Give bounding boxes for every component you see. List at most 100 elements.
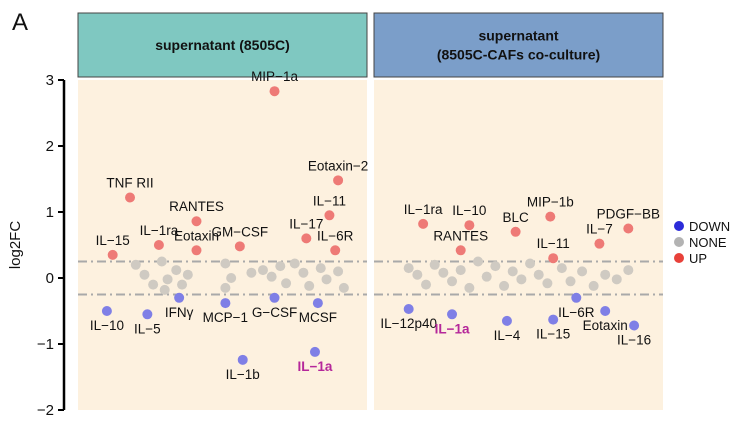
- down-point: [220, 298, 231, 309]
- y-axis-label: log2FC: [7, 221, 24, 270]
- none-point: [611, 274, 622, 285]
- point-label: IL−1a: [298, 359, 333, 374]
- none-point: [447, 276, 458, 287]
- panel-title: supernatant: [478, 28, 558, 44]
- panel-header: [77, 12, 368, 78]
- y-tick-label: −2: [37, 402, 54, 419]
- none-point: [333, 266, 344, 277]
- down-point: [101, 306, 112, 316]
- none-point: [289, 258, 300, 269]
- none-point: [438, 267, 449, 278]
- none-point: [220, 282, 231, 293]
- point-label: TNF RII: [106, 175, 153, 190]
- point-label: PDGF−BB: [597, 207, 660, 222]
- down-point: [174, 292, 185, 303]
- chart-layer: −2 −1 0 1 2 3 log2FC supernatant (8505C) MIP−1a E…: [7, 12, 730, 419]
- none-point: [275, 261, 286, 272]
- point-label: BLC: [502, 210, 529, 225]
- none-point: [156, 256, 167, 267]
- none-point: [281, 278, 292, 289]
- point-label: MIP−1a: [251, 69, 298, 84]
- none-point: [542, 278, 553, 289]
- up-point: [269, 86, 280, 97]
- up-point: [191, 216, 202, 227]
- none-point: [490, 261, 501, 272]
- none-point: [600, 269, 611, 280]
- up-point: [418, 218, 429, 229]
- down-point: [548, 314, 559, 325]
- y-tick-label: 2: [46, 138, 54, 155]
- up-point: [464, 220, 475, 231]
- none-point: [315, 263, 326, 274]
- none-point: [412, 269, 423, 280]
- point-label: IL−15: [536, 327, 570, 342]
- none-point: [525, 258, 536, 269]
- none-point: [298, 267, 309, 278]
- point-label: RANTES: [433, 228, 488, 243]
- none-point: [266, 271, 277, 282]
- down-point: [403, 304, 414, 315]
- down-point: [571, 292, 582, 303]
- none-point: [162, 274, 173, 285]
- point-label: MCSF: [299, 310, 337, 325]
- none-point: [148, 279, 159, 290]
- none-point: [588, 280, 599, 291]
- y-tick-label: 1: [46, 204, 54, 221]
- panel-title: supernatant (8505C): [155, 37, 290, 53]
- point-label: RANTES: [169, 199, 224, 214]
- legend-swatch-up: [674, 253, 684, 263]
- down-point: [600, 306, 611, 316]
- up-point: [623, 223, 634, 234]
- point-label: G−CSF: [252, 305, 297, 320]
- point-label: IL−1ra: [404, 202, 443, 217]
- point-label: Eotaxin: [583, 318, 628, 333]
- up-point: [545, 211, 556, 222]
- legend-label-none: NONE: [689, 235, 727, 250]
- point-label: IL−11: [313, 193, 346, 208]
- legend-swatch-none: [674, 237, 684, 247]
- point-label: IL−12p40: [380, 316, 437, 331]
- down-point: [629, 320, 640, 331]
- point-label: IL−6R: [558, 305, 595, 320]
- up-point: [455, 245, 466, 256]
- point-label: IL−16: [617, 333, 651, 348]
- none-point: [226, 273, 237, 283]
- down-point: [312, 298, 323, 309]
- none-point: [516, 274, 527, 285]
- point-label: GM−CSF: [212, 224, 269, 239]
- none-point: [623, 265, 634, 276]
- none-point: [403, 263, 414, 274]
- point-label: IL−4: [494, 328, 521, 343]
- panel-header: [373, 12, 664, 78]
- none-point: [455, 265, 466, 276]
- legend-swatch-down: [674, 221, 684, 231]
- point-label: IL−1a: [435, 321, 470, 336]
- legend-label-down: DOWN: [689, 219, 730, 234]
- none-point: [139, 269, 150, 280]
- point-label: IL−1ra: [140, 223, 179, 238]
- point-label: IL−1b: [226, 367, 260, 382]
- none-point: [159, 284, 170, 295]
- none-point: [533, 269, 544, 280]
- none-point: [304, 280, 315, 291]
- up-point: [191, 245, 202, 256]
- point-label: Eotaxin−2: [308, 158, 368, 173]
- point-label: MCP−1: [203, 310, 248, 325]
- none-point: [499, 280, 510, 291]
- none-point: [177, 279, 188, 290]
- up-point: [594, 238, 605, 249]
- point-label: IL−10: [452, 203, 486, 218]
- up-point: [548, 253, 559, 264]
- up-point: [324, 210, 335, 221]
- none-point: [429, 259, 440, 270]
- none-point: [464, 282, 475, 293]
- point-label: IL−7: [586, 222, 613, 237]
- none-point: [421, 279, 432, 290]
- none-point: [577, 266, 588, 277]
- none-point: [556, 263, 567, 274]
- none-point: [321, 274, 332, 285]
- none-point: [171, 265, 182, 276]
- none-point: [130, 259, 141, 270]
- panel-letter: A: [12, 9, 28, 36]
